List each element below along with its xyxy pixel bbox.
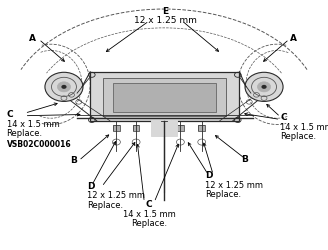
Circle shape [257, 82, 271, 92]
Text: C: C [146, 199, 153, 208]
Text: E: E [163, 7, 169, 16]
Circle shape [45, 73, 83, 102]
Text: 14 x 1.5 mm: 14 x 1.5 mm [7, 119, 59, 128]
Bar [90, 72, 239, 121]
Text: 14 x 1.5 mm: 14 x 1.5 mm [280, 122, 328, 132]
Text: Replace.: Replace. [7, 128, 43, 138]
Bar [133, 125, 139, 131]
Text: 12 x 1.25 mm: 12 x 1.25 mm [87, 190, 145, 200]
Text: Replace.: Replace. [87, 200, 123, 209]
Text: 12 x 1.25 mm: 12 x 1.25 mm [134, 16, 197, 25]
Text: B: B [241, 154, 248, 163]
Bar [113, 125, 120, 131]
Text: VSB02C000016: VSB02C000016 [7, 139, 71, 148]
Circle shape [245, 73, 283, 102]
Text: B: B [71, 156, 77, 164]
Circle shape [261, 86, 267, 89]
Text: Replace.: Replace. [131, 218, 167, 227]
Bar [133, 125, 139, 131]
Text: A: A [290, 34, 297, 43]
Text: D: D [205, 170, 213, 179]
Bar [177, 125, 184, 131]
Circle shape [57, 82, 71, 92]
Text: Replace.: Replace. [205, 189, 241, 198]
Bar [103, 79, 226, 116]
Text: Replace.: Replace. [280, 132, 317, 141]
Text: C: C [7, 109, 13, 118]
Circle shape [61, 86, 67, 89]
Text: 12 x 1.25 mm: 12 x 1.25 mm [205, 180, 263, 189]
Bar [198, 125, 205, 131]
Bar [198, 125, 205, 131]
Text: A: A [29, 34, 36, 43]
Text: C: C [280, 113, 287, 122]
Bar [151, 120, 177, 136]
Bar [113, 84, 216, 112]
Text: 14 x 1.5 mm: 14 x 1.5 mm [123, 209, 175, 218]
Bar [113, 125, 120, 131]
Text: D: D [87, 181, 94, 190]
Bar [177, 125, 184, 131]
